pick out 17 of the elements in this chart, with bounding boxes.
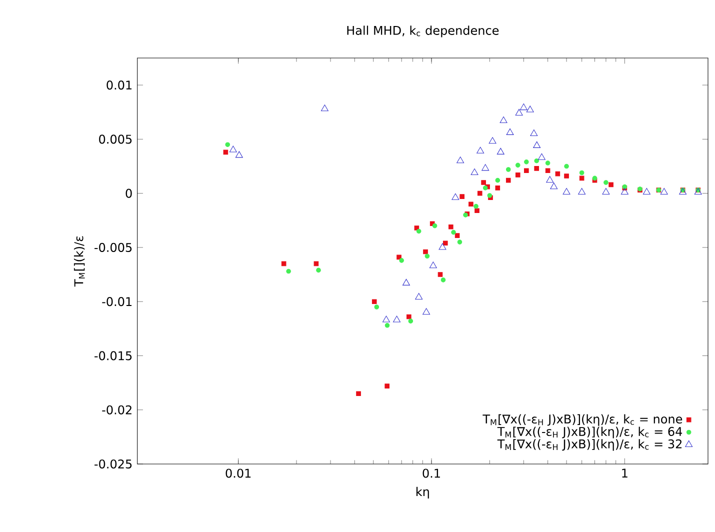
x-tick-label: 0.1: [422, 468, 440, 478]
y-tick-label: -0.025: [94, 459, 132, 469]
x-axis-title: kη: [416, 486, 429, 499]
legend-label: T$_{M}$[∇x((-ε$_{H}$ J)xB)](kη)/ε, k$_{c}$ = 64: [497, 426, 682, 438]
legend-label: T$_{M}$[∇x((-ε$_{H}$ J)xB)](kη)/ε, k$_{c}$ = none: [482, 414, 682, 426]
y-tick-label: -0.01: [102, 297, 132, 306]
chart-title: Hall MHD, k$_{c}$ dependence: [347, 26, 499, 38]
y-tick-label: -0.015: [94, 351, 132, 360]
y-axis-title: T$_{M}$[](k)/ε: [74, 236, 85, 287]
y-tick-label: 0.005: [99, 134, 132, 144]
y-tick-label: -0.02: [102, 405, 132, 414]
y-tick-label: -0.005: [94, 242, 132, 252]
x-tick-label: 1: [622, 468, 628, 478]
legend-label: T$_{M}$[∇x((-ε$_{H}$ J)xB)](kη)/ε, k$_{c}$ = 32: [497, 439, 682, 451]
y-tick-label: 0: [126, 188, 132, 198]
y-tick-label: 0.01: [106, 80, 132, 90]
x-tick-label: 0.01: [226, 468, 251, 478]
